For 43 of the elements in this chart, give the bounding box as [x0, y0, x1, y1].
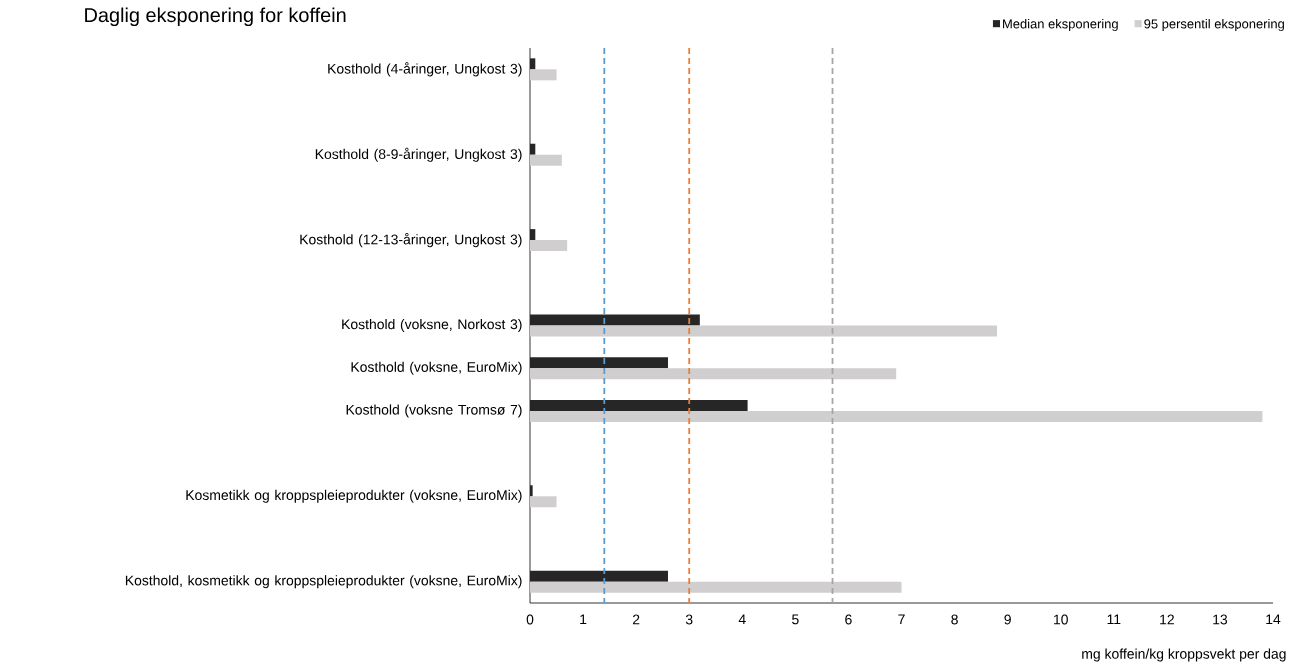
bar — [530, 357, 668, 369]
bar — [530, 368, 897, 380]
x-tick-label: 1 — [580, 614, 587, 625]
x-tick-label: 0 — [526, 614, 534, 625]
bar — [530, 399, 748, 411]
y-tick-label: Kosmetikk og kroppspleieprodukter (voksne, EuroMix) — [186, 489, 522, 503]
bar — [530, 58, 536, 70]
bar — [530, 229, 536, 241]
x-tick-label: 5 — [792, 614, 799, 625]
x-tick-label: 9 — [1004, 614, 1011, 625]
y-tick-label: Kosthold (voksne, Norkost 3) — [342, 319, 522, 332]
text: Daglig eksponering for koffein — [85, 7, 346, 27]
bar — [530, 410, 1263, 422]
y-tick-label: Kosthold (8-9-åringer, Ungkost 3) — [315, 147, 522, 162]
legend-label: 95 persentil eksponering — [1144, 18, 1284, 32]
x-tick-label: 14 — [1266, 614, 1281, 625]
y-tick-label: Kosthold (12-13-åringer, Ungkost 3) — [300, 233, 522, 248]
x-axis-title: mg koffein/kg kroppsvekt per dag — [1082, 648, 1286, 662]
x-tick-label: 4 — [738, 614, 746, 625]
x-tick-label: 10 — [1054, 614, 1068, 625]
y-tick-label: Kosthold, kosmetikk og kroppspleieprodukter (voksne, EuroMix) — [125, 575, 522, 589]
y-tick-label: Kosthold (4-åringer, Ungkost 3) — [328, 62, 522, 77]
x-tick-label: 8 — [951, 614, 958, 625]
x-tick-label: 12 — [1160, 614, 1174, 625]
y-tick-label: Kosthold (voksne, EuroMix) — [351, 361, 522, 375]
bar — [530, 154, 562, 166]
x-tick-label: 11 — [1107, 614, 1121, 625]
bar — [530, 325, 998, 337]
x-tick-label: 2 — [632, 614, 640, 625]
bar — [530, 496, 557, 508]
bar — [530, 143, 536, 155]
x-tick-label: 13 — [1213, 614, 1228, 625]
legend-label: Median eksponering — [1003, 18, 1118, 32]
bar — [530, 485, 533, 497]
bar — [530, 240, 568, 252]
bar — [530, 69, 557, 81]
y-tick-label: Kosthold (voksne Tromsø 7) — [346, 404, 522, 418]
x-tick-label: 7 — [898, 614, 905, 625]
bar — [530, 314, 700, 326]
bar — [530, 570, 668, 582]
bar — [530, 581, 902, 593]
x-tick-label: 3 — [685, 614, 693, 625]
x-tick-label: 6 — [845, 614, 852, 625]
